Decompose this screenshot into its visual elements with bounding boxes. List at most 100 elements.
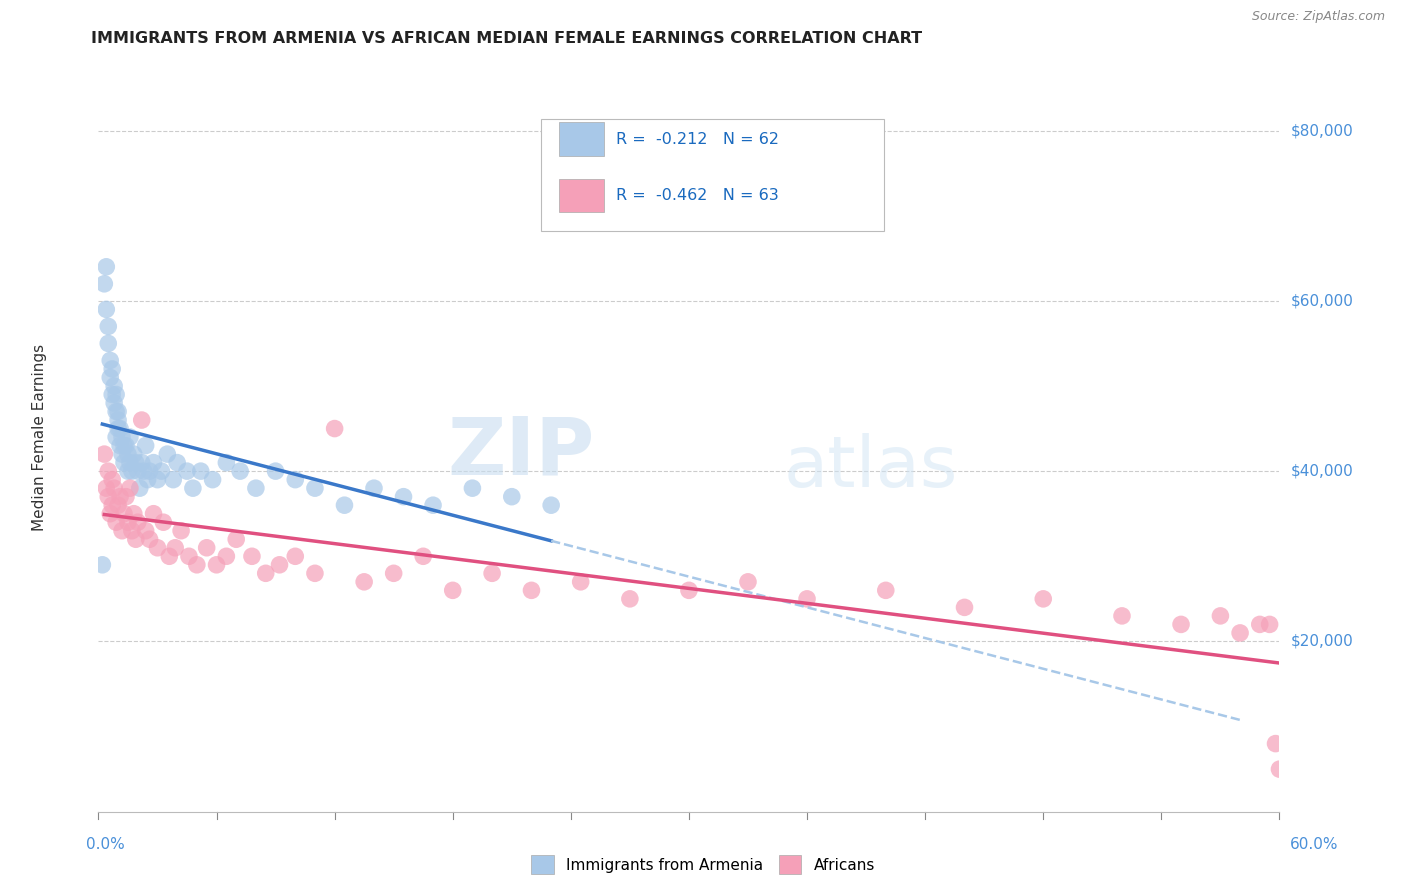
FancyBboxPatch shape	[560, 122, 605, 156]
Point	[1264, 737, 1286, 751]
Point	[101, 387, 124, 401]
Point	[176, 464, 198, 478]
Text: 60.0%: 60.0%	[1291, 838, 1339, 852]
Text: ZIP: ZIP	[447, 413, 595, 491]
Point	[131, 413, 153, 427]
Point	[131, 456, 153, 470]
Point	[107, 404, 129, 418]
Point	[304, 566, 326, 581]
Point	[127, 515, 149, 529]
Point	[103, 481, 125, 495]
Point	[98, 507, 121, 521]
Text: $80,000: $80,000	[1291, 123, 1354, 138]
FancyBboxPatch shape	[541, 119, 884, 231]
Point	[284, 549, 307, 564]
Point	[135, 524, 157, 538]
Text: R =  -0.212   N = 62: R = -0.212 N = 62	[616, 132, 779, 147]
Point	[115, 490, 138, 504]
Point	[1111, 608, 1133, 623]
Point	[98, 353, 121, 368]
Point	[186, 558, 208, 572]
Point	[269, 558, 291, 572]
Point	[254, 566, 277, 581]
Point	[118, 456, 141, 470]
Point	[240, 549, 263, 564]
Point	[121, 464, 143, 478]
Text: Median Female Earnings: Median Female Earnings	[32, 343, 46, 531]
Point	[165, 541, 187, 555]
Point	[97, 490, 120, 504]
Point	[190, 464, 212, 478]
Point	[122, 507, 145, 521]
Point	[245, 481, 267, 495]
Point	[117, 464, 139, 478]
Point	[225, 533, 247, 547]
Point	[96, 260, 118, 274]
Point	[215, 549, 238, 564]
Point	[796, 591, 818, 606]
Point	[146, 473, 169, 487]
FancyBboxPatch shape	[560, 178, 605, 212]
Point	[122, 447, 145, 461]
Point	[111, 430, 134, 444]
Point	[138, 533, 160, 547]
Point	[115, 439, 138, 453]
Point	[108, 421, 131, 435]
Point	[96, 481, 118, 495]
Point	[953, 600, 976, 615]
Point	[127, 464, 149, 478]
Point	[181, 481, 204, 495]
Point	[501, 490, 523, 504]
Point	[97, 336, 120, 351]
Point	[1032, 591, 1054, 606]
Point	[353, 574, 375, 589]
Point	[132, 464, 155, 478]
Point	[382, 566, 405, 581]
Point	[97, 319, 120, 334]
Text: R =  -0.462   N = 63: R = -0.462 N = 63	[616, 188, 779, 203]
Text: Source: ZipAtlas.com: Source: ZipAtlas.com	[1251, 10, 1385, 22]
Point	[156, 447, 179, 461]
Point	[93, 447, 115, 461]
Point	[101, 362, 124, 376]
Legend: Immigrants from Armenia, Africans: Immigrants from Armenia, Africans	[524, 849, 882, 880]
Text: IMMIGRANTS FROM ARMENIA VS AFRICAN MEDIAN FEMALE EARNINGS CORRELATION CHART: IMMIGRANTS FROM ARMENIA VS AFRICAN MEDIA…	[91, 31, 922, 46]
Point	[205, 558, 228, 572]
Point	[678, 583, 700, 598]
Point	[875, 583, 897, 598]
Point	[1209, 608, 1232, 623]
Point	[323, 421, 346, 435]
Point	[422, 498, 444, 512]
Point	[162, 473, 184, 487]
Point	[215, 456, 238, 470]
Point	[111, 524, 134, 538]
Point	[737, 574, 759, 589]
Point	[333, 498, 356, 512]
Point	[461, 481, 484, 495]
Point	[284, 473, 307, 487]
Point	[101, 498, 124, 512]
Point	[138, 464, 160, 478]
Point	[121, 524, 143, 538]
Point	[142, 456, 165, 470]
Point	[170, 524, 193, 538]
Point	[392, 490, 415, 504]
Point	[540, 498, 562, 512]
Point	[520, 583, 543, 598]
Point	[103, 396, 125, 410]
Point	[146, 541, 169, 555]
Point	[105, 404, 128, 418]
Point	[229, 464, 252, 478]
Point	[569, 574, 592, 589]
Point	[117, 447, 139, 461]
Point	[97, 464, 120, 478]
Point	[1268, 762, 1291, 776]
Point	[125, 456, 148, 470]
Text: 0.0%: 0.0%	[86, 838, 125, 852]
Point	[157, 549, 180, 564]
Point	[103, 379, 125, 393]
Point	[105, 515, 128, 529]
Point	[363, 481, 385, 495]
Point	[125, 533, 148, 547]
Point	[118, 430, 141, 444]
